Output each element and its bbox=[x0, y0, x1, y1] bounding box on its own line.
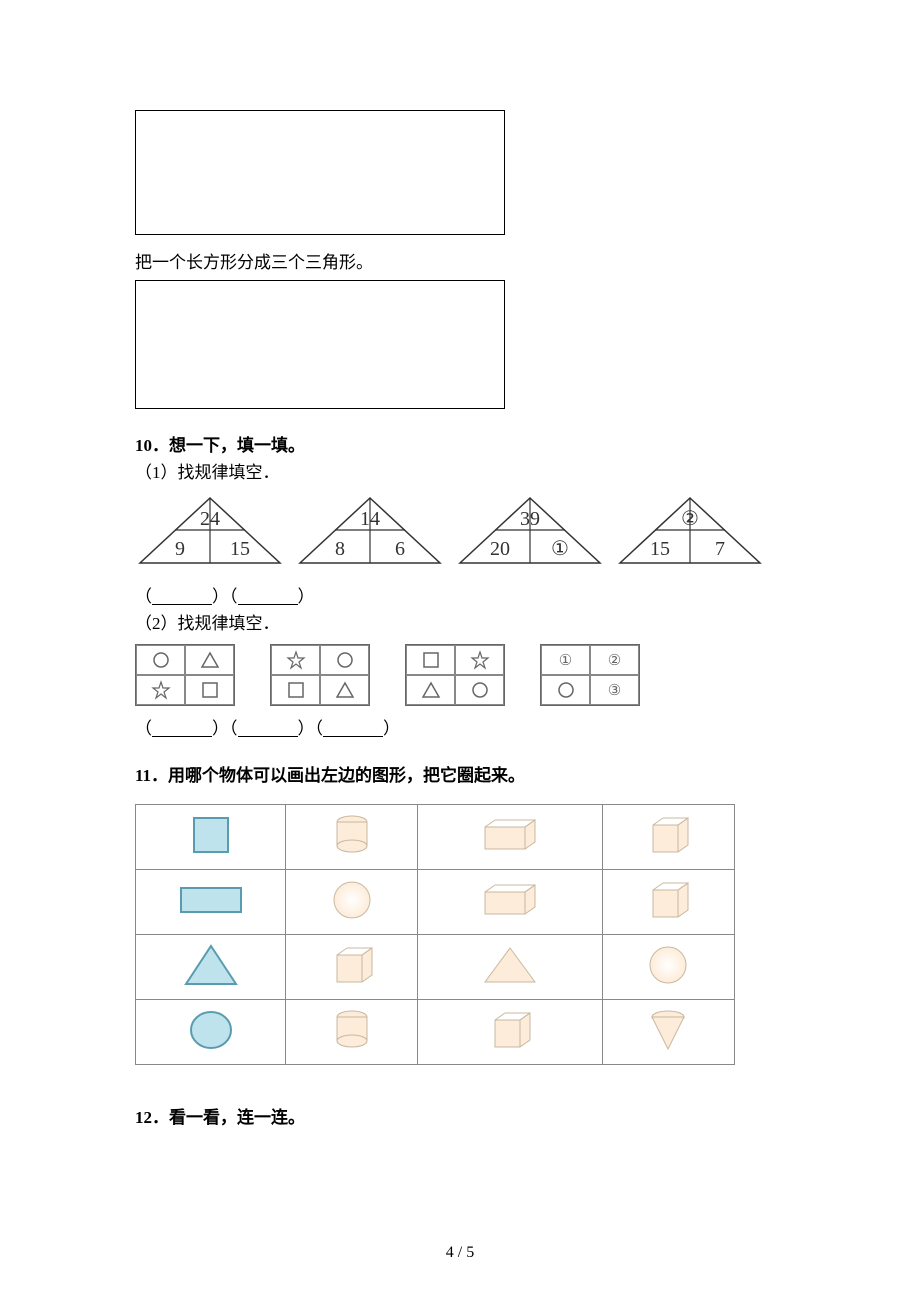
svg-text:6: 6 bbox=[395, 538, 405, 560]
caption-split-rect: 把一个长方形分成三个三角形。 bbox=[135, 249, 785, 276]
svg-text:39: 39 bbox=[520, 508, 540, 530]
triangle-icon: 24 9 15 bbox=[135, 493, 285, 573]
grid-cell bbox=[455, 645, 504, 675]
table-row bbox=[136, 935, 735, 1000]
q10-grids-row: ①②③ bbox=[135, 644, 785, 706]
object-cell bbox=[602, 805, 734, 870]
q12-title: 12．看一看，连一连。 bbox=[135, 1103, 785, 1128]
q11-table bbox=[135, 804, 735, 1065]
triangle-icon: 39 20 ① bbox=[455, 493, 605, 573]
svg-text:14: 14 bbox=[360, 508, 380, 530]
object-cell bbox=[418, 1000, 602, 1065]
grid-cell bbox=[406, 675, 455, 705]
object-cell bbox=[286, 805, 418, 870]
grid-2x2 bbox=[405, 644, 505, 706]
empty-rect-2 bbox=[135, 280, 505, 409]
left-shape-cell bbox=[136, 805, 286, 870]
q10-triangles-row: 24 9 15 14 8 6 39 20 ① ② 15 7 bbox=[135, 493, 785, 578]
object-cell bbox=[286, 935, 418, 1000]
object-cell bbox=[602, 1000, 734, 1065]
q11-title: 11．用哪个物体可以画出左边的图形，把它圈起来。 bbox=[135, 761, 785, 786]
svg-text:①: ① bbox=[551, 538, 569, 560]
object-cell bbox=[602, 935, 734, 1000]
grid-cell bbox=[136, 675, 185, 705]
q10-sub2: （2）找规律填空． bbox=[135, 609, 785, 634]
object-cell bbox=[286, 1000, 418, 1065]
grid-cell: ① bbox=[541, 645, 590, 675]
object-cell bbox=[602, 870, 734, 935]
grid-cell bbox=[185, 645, 234, 675]
table-row bbox=[136, 805, 735, 870]
svg-text:15: 15 bbox=[650, 538, 670, 560]
grid-2x2 bbox=[135, 644, 235, 706]
grid-cell: ② bbox=[590, 645, 639, 675]
grid-cell: ③ bbox=[590, 675, 639, 705]
q10-part2-blanks: （）（）（） bbox=[135, 714, 785, 739]
svg-text:8: 8 bbox=[335, 538, 345, 560]
grid-cell bbox=[320, 645, 369, 675]
left-shape-cell bbox=[136, 935, 286, 1000]
page-number: 4 / 5 bbox=[0, 1244, 920, 1262]
grid-cell bbox=[320, 675, 369, 705]
grid-cell bbox=[271, 675, 320, 705]
table-row bbox=[136, 1000, 735, 1065]
grid-2x2: ①②③ bbox=[540, 644, 640, 706]
grid-cell bbox=[185, 675, 234, 705]
svg-text:20: 20 bbox=[490, 538, 510, 560]
table-row bbox=[136, 870, 735, 935]
q10-part1-blanks: （）（） bbox=[135, 582, 785, 607]
object-cell bbox=[418, 870, 602, 935]
empty-rect-1 bbox=[135, 110, 505, 235]
left-shape-cell bbox=[136, 870, 286, 935]
svg-text:7: 7 bbox=[715, 538, 725, 560]
q10-sub1: （1）找规律填空． bbox=[135, 458, 785, 483]
grid-cell bbox=[541, 675, 590, 705]
grid-cell bbox=[406, 645, 455, 675]
left-shape-cell bbox=[136, 1000, 286, 1065]
triangle-icon: ② 15 7 bbox=[615, 493, 765, 573]
grid-cell bbox=[271, 645, 320, 675]
svg-text:②: ② bbox=[681, 508, 699, 530]
grid-cell bbox=[455, 675, 504, 705]
object-cell bbox=[286, 870, 418, 935]
svg-text:24: 24 bbox=[200, 508, 220, 530]
q10-title: 10．想一下，填一填。 bbox=[135, 431, 785, 456]
svg-text:9: 9 bbox=[175, 538, 185, 560]
svg-text:15: 15 bbox=[230, 538, 250, 560]
object-cell bbox=[418, 935, 602, 1000]
triangle-icon: 14 8 6 bbox=[295, 493, 445, 573]
grid-cell bbox=[136, 645, 185, 675]
grid-2x2 bbox=[270, 644, 370, 706]
object-cell bbox=[418, 805, 602, 870]
